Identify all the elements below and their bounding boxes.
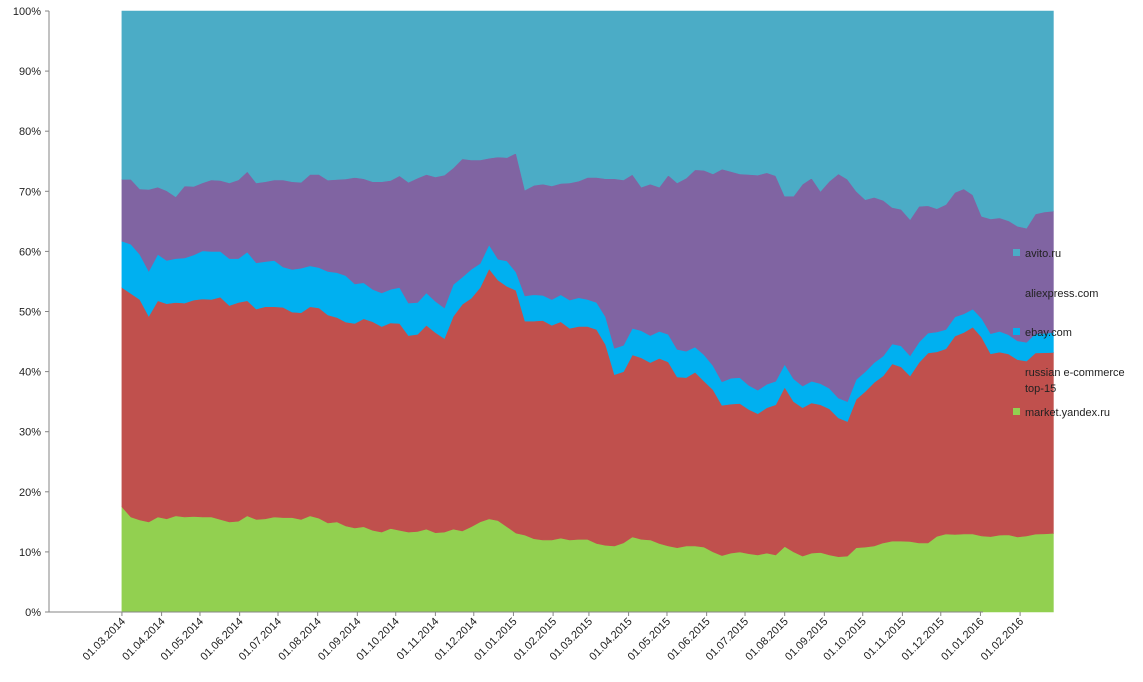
legend-label-top15: russian e-commerce top-15: [1025, 365, 1137, 397]
x-tick-label: 01.02.2016: [979, 616, 1026, 663]
x-axis-tick-labels: 01.03.201401.04.201401.05.201401.06.2014…: [81, 616, 1027, 663]
y-tick-label: 20%: [19, 487, 41, 499]
legend-label-avito: avito.ru: [1025, 248, 1062, 260]
legend-label-aliexpress: aliexpress.com: [1025, 288, 1099, 300]
legend-item-avito: avito.ru: [1013, 246, 1137, 262]
axes-group: [45, 10, 1021, 616]
y-tick-label: 0%: [25, 607, 41, 619]
y-tick-label: 90%: [19, 66, 41, 78]
legend-label-yandex: market.yandex.ru: [1025, 407, 1110, 419]
legend-swatch-aliexpress: [1013, 289, 1020, 296]
y-tick-label: 30%: [19, 427, 41, 439]
legend-swatch-avito: [1013, 249, 1020, 256]
y-tick-label: 70%: [19, 186, 41, 198]
legend-item-top15: russian e-commerce top-15: [1013, 365, 1137, 397]
y-tick-label: 50%: [19, 307, 41, 319]
y-tick-label: 80%: [19, 126, 41, 138]
y-tick-label: 60%: [19, 246, 41, 258]
area-avito-ru: [121, 10, 1054, 229]
legend-swatch-yandex: [1013, 408, 1020, 415]
y-tick-label: 100%: [13, 6, 41, 18]
legend-label-ebay: ebay.com: [1025, 327, 1072, 339]
legend-label-top15-line2: top-15: [1025, 383, 1057, 395]
legend-item-yandex: market.yandex.ru: [1013, 405, 1137, 421]
legend-swatch-top15: [1013, 368, 1020, 375]
legend-label-top15-line1: russian e-commerce: [1025, 367, 1125, 379]
area-series-group: [121, 10, 1054, 613]
y-tick-label: 40%: [19, 367, 41, 379]
y-tick-label: 10%: [19, 547, 41, 559]
legend-item-ebay: ebay.com: [1013, 325, 1137, 341]
y-axis-tick-labels: 0% 10% 20% 30% 40% 50% 60% 70% 80% 90% 100%: [13, 6, 41, 619]
legend-item-aliexpress: aliexpress.com: [1013, 286, 1137, 302]
legend-swatch-ebay: [1013, 328, 1020, 335]
